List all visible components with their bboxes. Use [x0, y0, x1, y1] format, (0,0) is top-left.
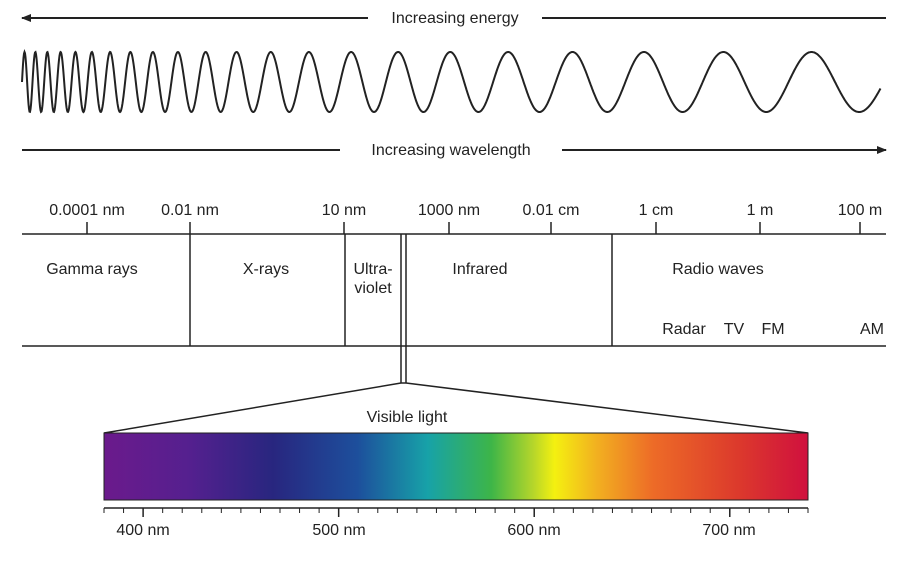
visible-tick-label: 500 nm — [312, 522, 365, 539]
radio-sub-radar: Radar — [662, 321, 706, 338]
energy-arrow-label: Increasing energy — [391, 10, 518, 27]
wave-illustration — [21, 48, 882, 114]
wavelength-arrow-label: Increasing wavelength — [371, 142, 530, 159]
visible-tick-label: 400 nm — [116, 522, 169, 539]
visible-tick-label: 600 nm — [507, 522, 560, 539]
band-label-gamma: Gamma rays — [46, 261, 138, 278]
wavelength-scale: 0.0001 nm 0.01 nm 10 nm 1000 nm 0.01 cm … — [49, 202, 882, 234]
scale-tick-label: 0.0001 nm — [49, 202, 125, 219]
scale-tick-label: 100 m — [838, 202, 882, 219]
band-label-ultraviolet-line1: Ultra- — [353, 261, 392, 278]
visible-light-title: Visible light — [367, 409, 448, 426]
visible-zoom-lines — [103, 382, 809, 434]
scale-tick-label: 1000 nm — [418, 202, 480, 219]
scale-tick-label: 1 m — [747, 202, 774, 219]
radio-sub-am: AM — [860, 321, 884, 338]
band-label-ultraviolet-line2: violet — [354, 280, 392, 297]
visible-spectrum-bar — [103, 432, 809, 501]
scale-tick-label: 1 cm — [639, 202, 674, 219]
visible-scale: 400 nm 500 nm 600 nm 700 nm — [103, 507, 809, 539]
visible-zoom-line-right — [405, 382, 809, 434]
visible-tick-label: 700 nm — [702, 522, 755, 539]
radio-sub-fm: FM — [761, 321, 784, 338]
band-label-xrays: X-rays — [243, 261, 289, 278]
visible-zoom-line-left — [103, 382, 402, 434]
increasing-wavelength-arrow: Increasing wavelength — [22, 142, 887, 159]
increasing-energy-arrow: Increasing energy — [21, 10, 886, 27]
scale-tick-label: 0.01 cm — [523, 202, 580, 219]
band-table: Gamma rays X-rays Ultra- violet Infrared… — [22, 233, 886, 383]
band-label-infrared: Infrared — [452, 261, 507, 278]
radio-sub-tv: TV — [724, 321, 745, 338]
band-label-radio: Radio waves — [672, 261, 764, 278]
scale-tick-label: 0.01 nm — [161, 202, 219, 219]
scale-tick-label: 10 nm — [322, 202, 366, 219]
